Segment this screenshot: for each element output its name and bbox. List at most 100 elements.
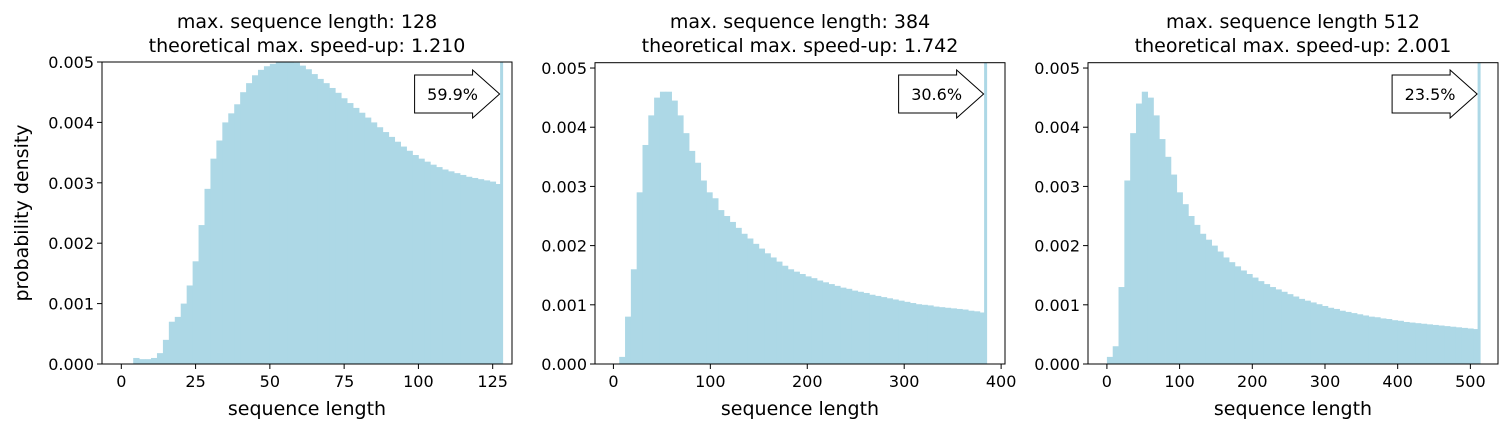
- max-length-bar: [1477, 62, 1481, 364]
- histogram-bar: [811, 278, 818, 364]
- histogram-bar: [700, 180, 707, 364]
- histogram-bar: [323, 83, 330, 364]
- histogram-bar: [1135, 103, 1143, 364]
- histogram-bar: [1240, 270, 1247, 364]
- histogram-bar: [915, 304, 923, 364]
- histogram-bar: [424, 161, 431, 364]
- subplot-title: theoretical max. speed-up: 1.742: [642, 35, 959, 57]
- x-tick-label: 300: [889, 372, 920, 391]
- y-tick-label: 0.000: [541, 355, 587, 374]
- subplot-2: 0 100 200 300 400 0.000 0.001 0.002 0.003 0.004 0.…: [541, 11, 1016, 420]
- x-tick-label: 500: [1455, 372, 1486, 391]
- subplot-title: max. sequence length: 384: [670, 11, 930, 33]
- max-length-bar: [500, 62, 504, 364]
- histogram-bar: [828, 284, 835, 364]
- y-tick-label: 0.000: [48, 355, 94, 374]
- histogram-bar: [1153, 115, 1160, 364]
- histogram-bar: [805, 276, 812, 364]
- histogram-bar: [1426, 324, 1433, 364]
- axes-frame: [1087, 62, 1499, 365]
- histogram-bar: [216, 140, 223, 364]
- histogram-bar: [939, 307, 946, 364]
- x-axis-label: sequence length: [228, 398, 386, 420]
- histogram-bar: [973, 311, 981, 364]
- histogram-bar: [1106, 356, 1114, 364]
- histogram-bar: [752, 243, 760, 364]
- histogram-bar: [735, 227, 742, 364]
- histogram-bar: [677, 115, 684, 364]
- histogram-bar: [1351, 313, 1358, 364]
- histogram-bar: [1165, 156, 1172, 364]
- histogram-bars: [133, 62, 504, 364]
- histogram-bar: [956, 308, 963, 364]
- histogram-bar: [1386, 319, 1393, 364]
- histogram-bar: [1409, 322, 1416, 364]
- histogram-bar: [406, 150, 413, 364]
- y-tick-label: 0.002: [541, 237, 587, 256]
- histogram-bar: [1333, 308, 1340, 364]
- histogram-bar: [489, 181, 497, 364]
- histogram-bar: [1252, 277, 1259, 364]
- histogram-bar: [454, 173, 461, 364]
- max-length-bar: [984, 62, 988, 364]
- histogram-bar: [770, 257, 777, 364]
- x-tick-label: 100: [695, 372, 726, 391]
- histogram-bar: [204, 188, 211, 364]
- subplot-title: theoretical max. speed-up: 1.210: [149, 35, 466, 57]
- histogram-bar: [1298, 298, 1306, 364]
- histogram-bar: [1223, 257, 1230, 364]
- histogram-bar: [648, 115, 655, 364]
- x-tick-label: 200: [1237, 372, 1268, 391]
- histogram-bar: [1159, 139, 1166, 364]
- histogram-bar: [706, 192, 713, 364]
- y-tick-label: 0.005: [1034, 59, 1080, 78]
- histogram-bar: [880, 297, 888, 364]
- histogram-bar: [1211, 245, 1218, 364]
- histogram-bar: [156, 353, 164, 364]
- y-tick-label: 0.005: [541, 59, 587, 78]
- histogram-bar: [495, 184, 503, 364]
- histogram-bar: [1118, 287, 1125, 364]
- histogram-bar: [442, 169, 449, 364]
- histogram-bar: [1217, 251, 1224, 364]
- histogram-bar: [857, 291, 864, 364]
- x-tick-label: 0: [1102, 372, 1112, 391]
- histogram-bar: [388, 136, 396, 364]
- histogram-bar: [287, 62, 295, 364]
- histogram-bar: [1438, 325, 1445, 364]
- histogram-bar: [180, 303, 188, 364]
- histogram-bar: [892, 299, 899, 364]
- histogram-bar: [1432, 324, 1439, 364]
- y-tick-label: 0.003: [48, 174, 94, 193]
- histogram-bar: [1403, 321, 1410, 364]
- histogram-bar: [875, 295, 882, 364]
- histogram-bar: [758, 248, 766, 364]
- histogram-bar: [192, 261, 199, 364]
- y-tick-label: 0.001: [48, 295, 94, 314]
- histogram-bar: [683, 133, 690, 364]
- histogram-bar: [335, 92, 342, 364]
- y-tick-label: 0.004: [48, 113, 94, 132]
- histogram-bar: [252, 75, 259, 364]
- histogram-bar: [718, 210, 725, 364]
- histogram-bar: [910, 303, 917, 364]
- histogram-bar: [1397, 320, 1404, 364]
- histogram-bar: [1194, 224, 1201, 364]
- histogram-bar: [394, 141, 401, 364]
- histogram-bar: [477, 179, 485, 364]
- x-tick-label: 100: [1164, 372, 1195, 391]
- histogram-bar: [776, 261, 783, 364]
- histogram-bar: [358, 112, 366, 364]
- histogram-bar: [782, 265, 789, 364]
- histogram-bar: [198, 225, 205, 364]
- x-tick-label: 50: [260, 372, 280, 391]
- histogram-bar: [1310, 302, 1317, 364]
- histogram-bar: [1374, 317, 1381, 364]
- histogram-bar: [317, 78, 324, 364]
- histogram-bar: [944, 307, 952, 364]
- histogram-bar: [400, 146, 407, 364]
- histogram-bar: [619, 356, 626, 364]
- histogram-bar: [246, 83, 253, 364]
- histogram-bar: [364, 117, 372, 364]
- histogram-bars: [1106, 62, 1481, 364]
